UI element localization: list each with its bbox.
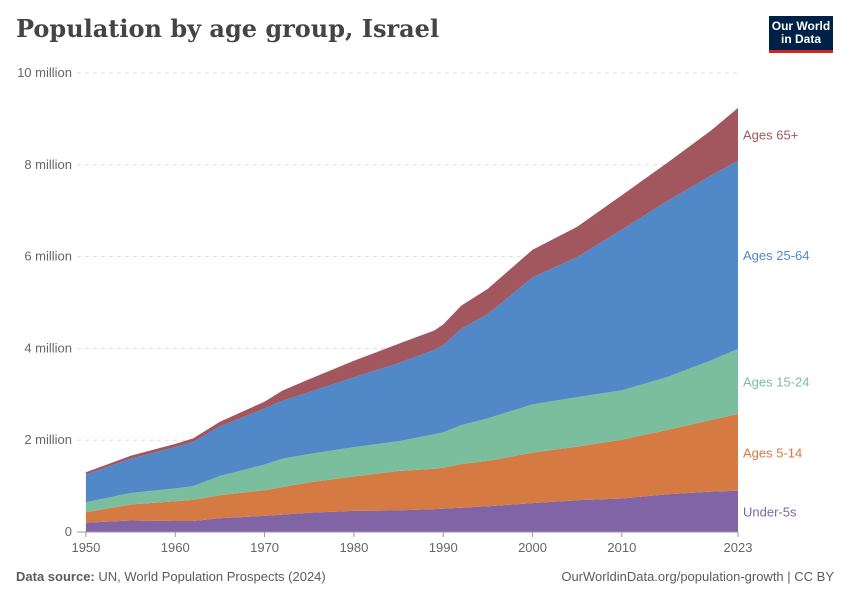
area-ages15_24[interactable] [85, 348, 738, 513]
series-label-ages5_14: Ages 5-14 [743, 445, 802, 460]
x-tick-label: 1950 [71, 540, 100, 555]
x-tick-label: 2010 [607, 540, 636, 555]
chart-title: Population by age group, Israel [16, 14, 440, 43]
logo-line-2: in Data [780, 32, 821, 46]
y-tick-label: 2 million [24, 432, 72, 447]
area-ages25_64[interactable] [85, 160, 738, 503]
y-axis: 0 2 million 4 million 6 million 8 million 10 … [17, 65, 72, 539]
data-source-label: Data source: [16, 569, 95, 584]
series-labels: Under-5s Ages 5-14 Ages 15-24 Ages 25-64 Age… [743, 127, 810, 519]
area-under5[interactable] [85, 490, 738, 532]
x-tick-label: 1980 [339, 540, 368, 555]
series-label-ages25_64: Ages 25-64 [743, 248, 810, 263]
y-tick-label: 6 million [24, 249, 72, 264]
stacked-area-chart: 0 2 million 4 million 6 million 8 million 10 … [17, 65, 810, 555]
source-url[interactable]: OurWorldinData.org/population-growth | C… [561, 569, 834, 584]
y-tick-label: 0 [65, 524, 72, 539]
series-label-ages65: Ages 65+ [743, 127, 798, 142]
area-ages5_14[interactable] [85, 414, 738, 523]
x-tick-label: 2023 [724, 540, 753, 555]
x-axis: 1950 1960 1970 1980 1990 2000 2010 2023 [71, 531, 753, 555]
x-tick-label: 1990 [429, 540, 458, 555]
area-series [85, 107, 738, 532]
data-source-text: UN, World Population Prospects (2024) [98, 569, 326, 584]
series-label-ages15_24: Ages 15-24 [743, 374, 810, 389]
x-tick-label: 1960 [161, 540, 190, 555]
y-tick-label: 10 million [17, 65, 72, 80]
owid-logo[interactable]: Our World in Data [769, 16, 833, 53]
series-label-under5: Under-5s [743, 504, 797, 519]
data-source: Data source: UN, World Population Prospe… [16, 569, 326, 584]
x-tick-label: 2000 [518, 540, 547, 555]
x-tick-label: 1970 [250, 540, 279, 555]
y-tick-label: 8 million [24, 157, 72, 172]
logo-line-1: Our World [771, 19, 831, 33]
y-tick-label: 4 million [24, 340, 72, 355]
